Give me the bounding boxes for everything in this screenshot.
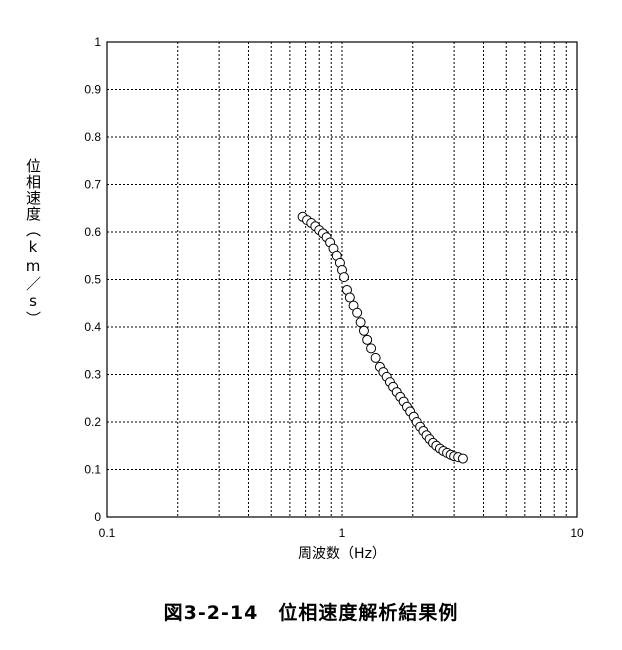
- x-tick-label: 10: [570, 526, 584, 540]
- y-tick-label: 0.4: [84, 320, 101, 334]
- y-tick-label: 0.3: [84, 368, 101, 382]
- data-point: [362, 334, 373, 345]
- data-point: [339, 272, 350, 283]
- data-point: [457, 453, 468, 464]
- y-axis-label: 位相速度（km／s）: [24, 158, 42, 327]
- x-tick-label: 0.1: [99, 526, 116, 540]
- plot-frame: [106, 41, 578, 518]
- figure-caption: 図3-2-14 位相速度解析結果例: [163, 602, 459, 624]
- x-tick-label: 1: [339, 526, 346, 540]
- y-tick-label: 0.9: [84, 83, 101, 97]
- y-tick-label: 0: [94, 510, 101, 524]
- y-tick-label: 0.6: [84, 225, 101, 239]
- grid: [107, 42, 577, 517]
- data-point: [352, 307, 363, 318]
- y-tick-label: 0.5: [84, 273, 101, 287]
- data-point: [355, 317, 366, 328]
- data-points: [297, 211, 468, 464]
- y-tick-label: 1: [94, 35, 101, 49]
- data-point: [358, 325, 369, 336]
- y-tick-label: 0.7: [84, 178, 101, 192]
- tick-labels: 0 0.1 0.2 0.3 0.4 0.5 0.6 0.7 0.8 0.9 1 0.1 1 10: [84, 35, 584, 540]
- y-tick-label: 0.8: [84, 130, 101, 144]
- data-point: [370, 352, 381, 363]
- y-tick-label: 0.1: [84, 463, 101, 477]
- y-tick-label: 0.2: [84, 415, 101, 429]
- data-point: [344, 292, 355, 303]
- data-point: [366, 343, 377, 354]
- x-axis-label: 周波数（Hz）: [298, 546, 386, 562]
